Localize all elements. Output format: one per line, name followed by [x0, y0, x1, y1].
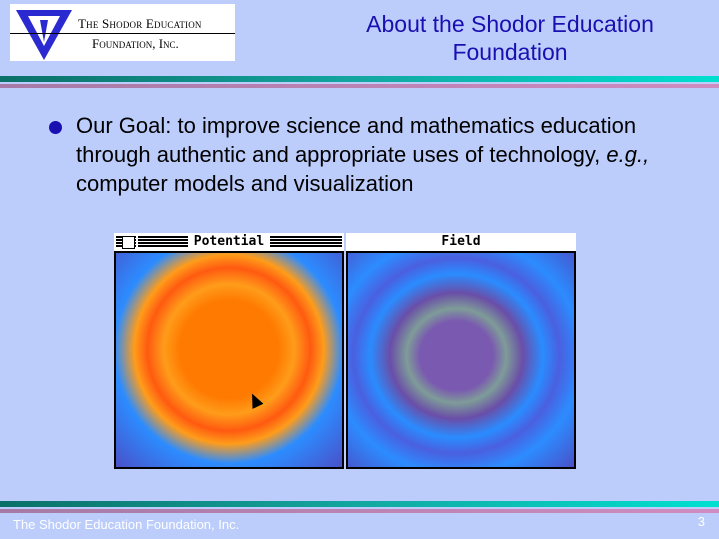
field-window: Field	[346, 233, 576, 469]
bullet-icon	[49, 121, 62, 134]
field-title-bar[interactable]: Field	[346, 233, 576, 251]
bullet-text-end: computer models and visualization	[76, 171, 414, 196]
potential-visualization	[116, 253, 342, 467]
header-rule-teal	[0, 76, 719, 82]
footer-rule-mauve	[0, 509, 719, 513]
page-number: 3	[697, 514, 705, 529]
logo-text-line1: The Shodor Education	[78, 16, 202, 31]
close-box-icon[interactable]	[122, 236, 135, 249]
field-window-title: Field	[441, 234, 481, 249]
footer-rule-teal	[0, 501, 719, 507]
title-stripes	[270, 236, 342, 248]
header-rule-mauve	[0, 84, 719, 88]
shodor-logo: The Shodor Education Foundation, Inc.	[10, 4, 235, 61]
potential-window-title: Potential	[193, 234, 265, 249]
potential-title-bar[interactable]: Potential	[114, 233, 344, 251]
logo-divider	[10, 33, 235, 34]
slide-title: About the Shodor Education Foundation	[366, 11, 654, 65]
title-stripes	[138, 236, 188, 248]
footer-text: The Shodor Education Foundation, Inc.	[13, 517, 240, 532]
bullet-text-main: Our Goal: to improve science and mathema…	[76, 113, 637, 167]
bullet-text-italic: e.g.,	[606, 142, 650, 167]
logo-text-line2: Foundation, Inc.	[92, 36, 179, 51]
triangle-logo-icon	[16, 10, 72, 60]
field-visualization	[348, 253, 574, 467]
potential-window: Potential	[114, 233, 344, 469]
bullet-text: Our Goal: to improve science and mathema…	[76, 111, 676, 198]
